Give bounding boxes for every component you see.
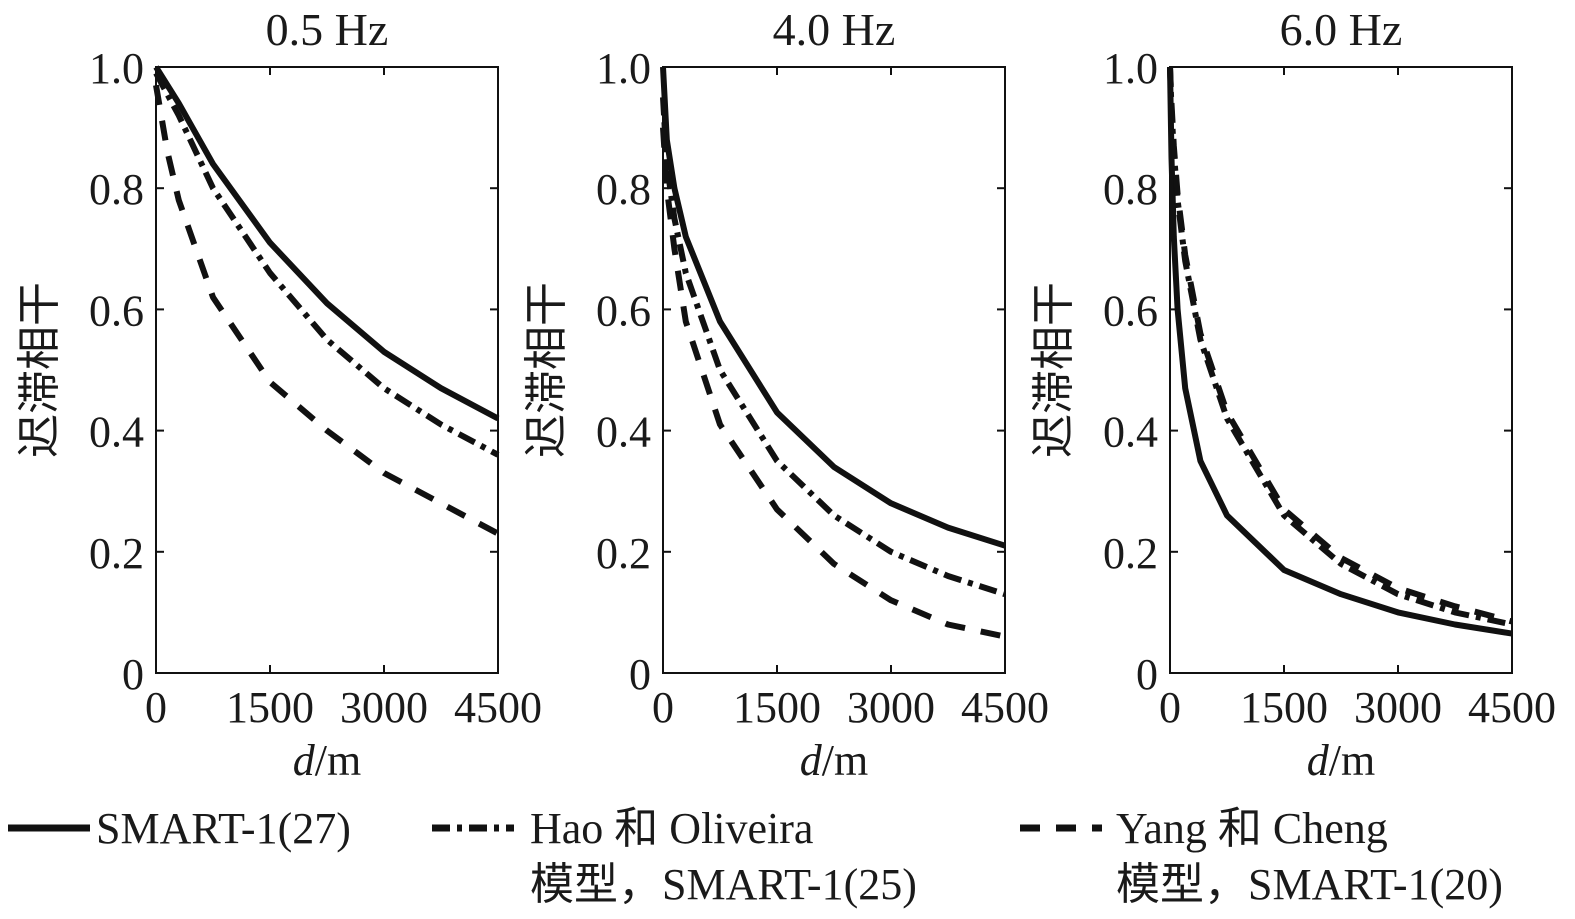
legend-label-line2: 模型，SMART-1(20)	[1116, 860, 1503, 909]
subplots-group: 0 0.2 0.4 0.6 0.8 1.0 0 1500 3000 4500 0.5 Hz 迟滞相干 d…	[15, 4, 1556, 785]
legend: SMART-1(27) Hao 和 Oliveira 模型，SMART-1(25) Y…	[8, 804, 1503, 909]
y-tick-label: 0.2	[89, 529, 144, 578]
legend-item-hao: Hao 和 Oliveira 模型，SMART-1(25)	[432, 804, 917, 909]
series-line-yang	[153, 84, 500, 537]
x-tick-label: 0	[1159, 683, 1181, 732]
series-line-yang	[660, 127, 1006, 640]
y-tick-label: 1.0	[596, 44, 651, 93]
legend-label: Yang 和 Cheng	[1116, 804, 1388, 853]
x-tick-label: 4500	[454, 683, 542, 732]
series-line-s27	[153, 65, 500, 422]
x-tick-label: 0	[145, 683, 167, 732]
x-tick-label: 3000	[1354, 683, 1442, 732]
y-tick-label: 0.4	[89, 408, 144, 457]
subplot-1: 0 0.2 0.4 0.6 0.8 1.0 0 1500 3000 4500 0.5 Hz 迟滞相干 d…	[15, 4, 542, 785]
legend-item-yang: Yang 和 Cheng 模型，SMART-1(20)	[1020, 804, 1503, 909]
series-line-s27	[660, 66, 1006, 549]
x-axis-label-var: d	[293, 736, 316, 785]
series-line-s27	[1167, 66, 1513, 637]
plot-frame	[1169, 66, 1513, 674]
x-tick-label: 3000	[847, 683, 935, 732]
y-axis-label: 迟滞相干	[15, 282, 64, 458]
subplot-2: 0 0.2 0.4 0.6 0.8 1.0 0 1500 3000 4500 4.0 Hz 迟滞相干 d…	[522, 4, 1049, 785]
x-axis-label-var: d	[1307, 736, 1330, 785]
x-axis-label-unit: /m	[315, 736, 361, 785]
y-axis-label: 迟滞相干	[1029, 282, 1078, 458]
y-tick-label: 0.2	[1103, 529, 1158, 578]
y-axis-label: 迟滞相干	[522, 282, 571, 458]
series-line-hao	[660, 97, 1006, 598]
x-axis-label-unit: /m	[1329, 736, 1375, 785]
x-axis-label: d/m	[1307, 736, 1375, 785]
y-tick-label: 0.8	[89, 165, 144, 214]
subplot-title: 0.5 Hz	[266, 4, 389, 55]
y-tick-label: 0	[629, 650, 651, 699]
x-axis-label-unit: /m	[822, 736, 868, 785]
x-tick-label: 3000	[340, 683, 428, 732]
y-tick-label: 0	[1136, 650, 1158, 699]
x-axis-label-var: d	[800, 736, 823, 785]
y-tick-label: 0.8	[1103, 165, 1158, 214]
series-line-yang	[1167, 66, 1513, 625]
y-tick-label: 0.6	[596, 286, 651, 335]
y-tick-label: 1.0	[89, 44, 144, 93]
subplot-title: 4.0 Hz	[773, 4, 896, 55]
y-tick-label: 0.8	[596, 165, 651, 214]
legend-label: Hao 和 Oliveira	[530, 804, 813, 853]
subplot-3: 0 0.2 0.4 0.6 0.8 1.0 0 1500 3000 4500 6.0 Hz 迟滞相干 d…	[1029, 4, 1556, 785]
x-tick-label: 0	[652, 683, 674, 732]
legend-label-line2: 模型，SMART-1(25)	[530, 860, 917, 909]
legend-label: SMART-1(27)	[96, 804, 351, 853]
subplot-title: 6.0 Hz	[1280, 4, 1403, 55]
x-tick-label: 1500	[733, 683, 821, 732]
x-tick-label: 1500	[1240, 683, 1328, 732]
y-tick-label: 0.6	[1103, 286, 1158, 335]
y-tick-label: 0.2	[596, 529, 651, 578]
y-tick-label: 0.6	[89, 286, 144, 335]
plot-frame	[662, 66, 1006, 674]
y-tick-label: 0.4	[1103, 408, 1158, 457]
legend-item-s27: SMART-1(27)	[8, 804, 351, 853]
y-tick-label: 0	[122, 650, 144, 699]
y-tick-label: 0.4	[596, 408, 651, 457]
y-tick-label: 1.0	[1103, 44, 1158, 93]
series-line-hao	[153, 71, 500, 458]
x-tick-label: 1500	[226, 683, 314, 732]
plot-frame	[155, 66, 499, 674]
x-tick-label: 4500	[1468, 683, 1556, 732]
x-axis-label: d/m	[293, 736, 361, 785]
x-axis-label: d/m	[800, 736, 868, 785]
series-line-hao	[1167, 66, 1513, 628]
x-tick-label: 4500	[961, 683, 1049, 732]
